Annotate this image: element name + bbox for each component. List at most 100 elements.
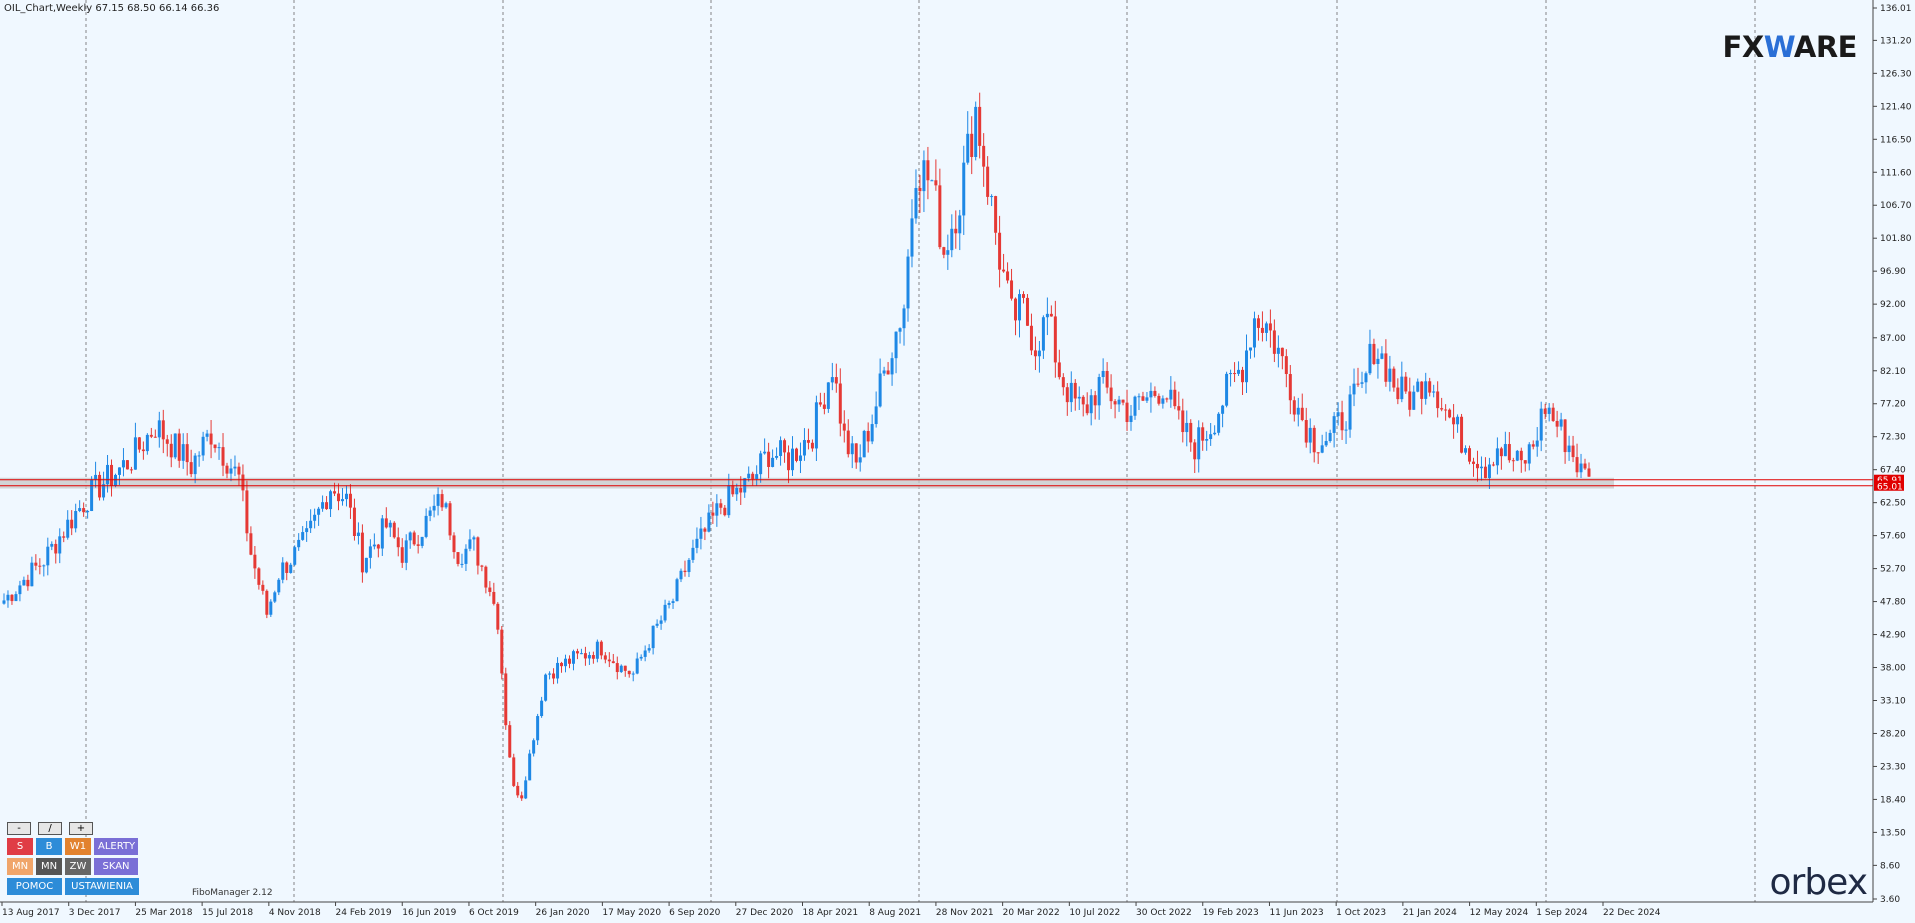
candle-body (675, 579, 679, 602)
candle-body (870, 424, 874, 442)
scan-button[interactable]: SKAN (94, 858, 138, 875)
candle-body (747, 473, 751, 479)
sell-button[interactable]: S (7, 838, 33, 855)
price-tags: 65.9165.01 (1874, 474, 1904, 492)
vertical-separators (85, 0, 1756, 902)
mn-mode-button[interactable]: MN (7, 858, 33, 875)
candle-body (1268, 323, 1272, 331)
x-tick-label: 24 Feb 2019 (336, 908, 392, 918)
y-tick-label: 82.10 (1880, 367, 1906, 377)
candle-body (38, 565, 42, 567)
x-tick-label: 17 May 2020 (602, 908, 661, 918)
candle-body (1424, 381, 1428, 399)
candle-body (1189, 422, 1193, 443)
candle-body (1125, 402, 1129, 423)
candle-body (110, 464, 114, 486)
candle-body (1213, 432, 1217, 435)
candle-body (50, 543, 54, 547)
candle-body (946, 250, 950, 255)
zw-button[interactable]: ZW (65, 858, 91, 875)
candle-body (938, 185, 942, 248)
candle-body (727, 485, 731, 516)
candle-body (1217, 413, 1221, 433)
candle-body (1352, 383, 1356, 395)
candle-body (906, 256, 910, 309)
candle-body (392, 522, 396, 538)
settings-button[interactable]: USTAWIENIA (65, 878, 139, 895)
y-tick-label: 8.60 (1880, 861, 1900, 871)
candle-body (356, 532, 360, 537)
candle-body (1097, 377, 1101, 406)
candle-body (1400, 376, 1404, 400)
candle-body (209, 433, 213, 445)
candle-body (1579, 463, 1583, 473)
candle-body (627, 670, 631, 675)
candle-body (544, 674, 548, 701)
candle-body (691, 547, 695, 560)
x-tick-label: 11 Jun 2023 (1269, 908, 1323, 918)
candle-body (480, 565, 484, 567)
candle-body (265, 590, 269, 615)
candle-body (1575, 457, 1579, 473)
candle-body (926, 160, 930, 181)
candle-body (436, 494, 440, 506)
candle-body (1272, 330, 1276, 354)
alerts-button[interactable]: ALERTY (94, 838, 138, 855)
plot-area (0, 0, 1873, 902)
candle-body (293, 547, 297, 565)
candle-body (1073, 382, 1077, 399)
panel-row-3: POMOC USTAWIENIA (7, 878, 139, 895)
mn-button[interactable]: MN (36, 858, 62, 875)
y-tick-label: 57.60 (1880, 532, 1906, 542)
candle-body (902, 308, 906, 329)
candle-body (221, 447, 225, 466)
candle-body (305, 528, 309, 533)
candle-body (245, 490, 249, 534)
candle-body (424, 515, 428, 537)
candle-body (237, 466, 241, 475)
candle-body (1093, 395, 1097, 406)
candle-body (82, 508, 86, 513)
candle-body (814, 402, 818, 449)
candle-body (141, 449, 145, 452)
candle-body (241, 474, 245, 491)
candle-body (157, 420, 161, 438)
candle-body (810, 442, 814, 449)
candle-body (878, 373, 882, 407)
candle-body (289, 564, 293, 573)
candle-body (1396, 387, 1400, 400)
candle-body (1555, 420, 1559, 427)
candle-body (384, 518, 388, 528)
candle-body (659, 620, 663, 624)
zoom-reset-button[interactable]: / (38, 822, 62, 835)
candle-body (54, 543, 58, 554)
buy-button[interactable]: B (36, 838, 62, 855)
candle-body (468, 539, 472, 549)
candle-body (1308, 427, 1312, 443)
candle-body (655, 623, 659, 626)
candle-body (1089, 395, 1093, 414)
candle-body (1197, 427, 1201, 460)
candle-body (1312, 427, 1316, 453)
zoom-in-button[interactable]: + (69, 822, 93, 835)
candle-body (623, 665, 627, 671)
candle-body (560, 662, 564, 667)
zoom-row: - / + (7, 822, 139, 835)
x-tick-label: 1 Sep 2024 (1536, 908, 1588, 918)
timeframe-w1-button[interactable]: W1 (65, 838, 91, 855)
candle-body (74, 511, 78, 529)
candle-body (643, 650, 647, 657)
zoom-out-button[interactable]: - (7, 822, 31, 835)
candle-body (619, 665, 623, 673)
candle-body (528, 753, 532, 781)
candle-body (1472, 461, 1476, 464)
candle-body (536, 716, 540, 741)
candle-body (444, 503, 448, 508)
candle-body (1475, 463, 1479, 469)
candle-body (838, 383, 842, 424)
candles (2, 92, 1591, 801)
candle-body (1452, 417, 1456, 425)
help-button[interactable]: POMOC (7, 878, 62, 895)
